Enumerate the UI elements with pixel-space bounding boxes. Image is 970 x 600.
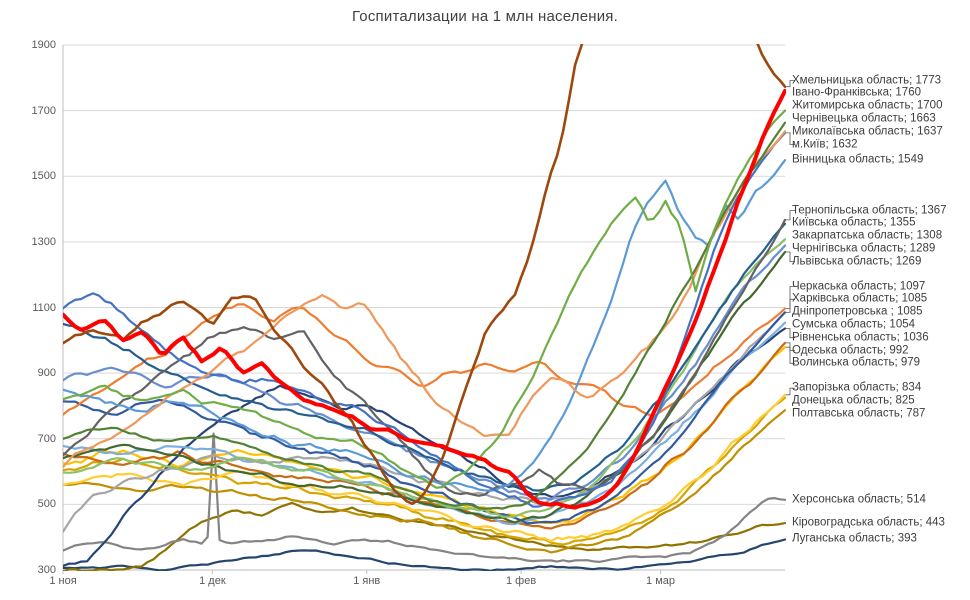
callout-line: [786, 210, 795, 221]
series-label: Миколаївська область; 1637: [792, 125, 943, 138]
x-axis-tick-label: 1 мар: [646, 575, 676, 587]
series-label: Волинська область; 979: [792, 356, 921, 369]
series-label: Луганська область; 393: [792, 532, 917, 545]
series-line-22: [63, 432, 786, 564]
x-axis-tick-label: 1 янв: [353, 575, 381, 587]
callout-line: [786, 342, 795, 351]
series-line-7: [63, 218, 786, 497]
series-label: Одеська область; 992: [792, 344, 909, 357]
series-label: Харківська область; 1085: [792, 292, 928, 305]
series-label: Херсонська область; 514: [792, 493, 926, 506]
series-line-20: [63, 396, 786, 546]
x-axis-tick-label: 1 дек: [199, 575, 226, 587]
y-axis-tick-label: 1100: [32, 301, 56, 314]
series-label: Закарпатська область; 1308: [792, 229, 943, 242]
series-line-5: [63, 131, 786, 508]
series-label: м.Київ; 1632: [792, 138, 858, 151]
series-line-1: [63, 88, 786, 510]
series-label: Запорізька область; 834: [792, 381, 922, 394]
y-axis-tick-label: 300: [37, 564, 56, 576]
callout-line: [786, 132, 795, 145]
y-axis-tick-label: 1300: [31, 235, 56, 248]
series-label: Хмельницька область; 1773: [792, 74, 942, 87]
y-axis-tick-label: 1700: [31, 104, 56, 117]
series-label: Черкаська область; 1097: [792, 280, 926, 293]
series-line-24: [63, 538, 786, 571]
series-line-2: [63, 109, 786, 489]
chart-title: Госпитализации на 1 млн населения.: [351, 8, 618, 25]
y-axis-tick-label: 1500: [31, 170, 56, 183]
series-label: Сумська область; 1054: [792, 318, 916, 331]
y-axis-tick-label: 1900: [31, 39, 56, 51]
x-axis-tick-label: 1 ноя: [49, 575, 77, 587]
callout-line: [786, 346, 795, 364]
series-label: Дніпропетровська ; 1085: [792, 305, 923, 318]
callout-line: [786, 286, 795, 309]
series-line-13: [63, 311, 786, 525]
series-line-6: [63, 159, 786, 492]
series-label: Донецька область; 825: [792, 394, 915, 407]
series-line-3: [63, 121, 786, 510]
series-line-17: [63, 341, 786, 530]
series-label: Тернопільська область; 1367: [792, 204, 947, 216]
series-line-0: [63, 44, 786, 506]
callout-line: [786, 80, 795, 88]
series-line-19: [63, 393, 786, 543]
series-label: Кіровоградська область; 443: [792, 516, 945, 529]
x-axis-tick-label: 1 фев: [506, 575, 537, 587]
series-label: Чернігівська область; 1289: [792, 242, 936, 255]
callout-line: [786, 328, 795, 339]
callout-line: [786, 387, 795, 396]
y-axis-tick-label: 500: [37, 498, 56, 511]
series-label: Житомирська область; 1700: [792, 99, 943, 112]
series-line-4: [63, 130, 786, 469]
series-label: Львівська область; 1269: [792, 255, 922, 268]
y-axis-tick-label: 700: [37, 432, 56, 445]
series-label: Київська область; 1355: [792, 216, 916, 229]
series-line-16: [63, 327, 786, 568]
series-line-23: [63, 501, 786, 571]
series-line-14: [63, 311, 786, 533]
series-label: Чернівецька область; 1663: [792, 112, 936, 125]
callout-line: [786, 251, 795, 263]
callout-line: [786, 298, 795, 313]
y-axis-tick-label: 900: [37, 367, 56, 380]
series-line-21: [63, 409, 786, 554]
series-label: Івано-Франківська; 1760: [792, 86, 921, 99]
series-label: Рівненська область; 1036: [792, 331, 929, 344]
series-label: Вінницька область; 1549: [792, 153, 924, 166]
series-label: Полтавська область; 787: [792, 407, 926, 420]
